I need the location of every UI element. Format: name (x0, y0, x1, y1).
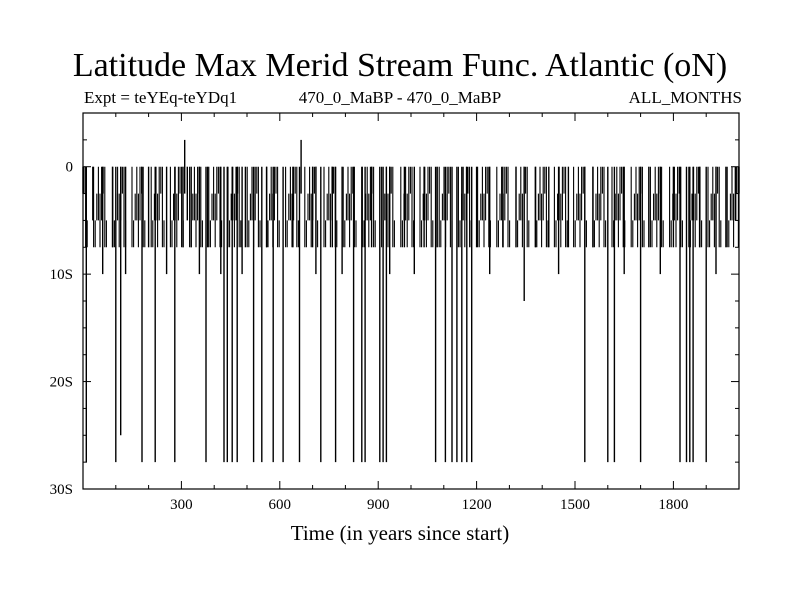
x-tick-label: 1200 (462, 497, 492, 513)
x-tick-label: 900 (367, 497, 390, 513)
experiment-label: Expt = teYEq-teYDq1 (84, 88, 238, 107)
y-tick-label: 10S (50, 267, 73, 283)
x-tick-label: 300 (170, 497, 193, 513)
y-tick-label: 0 (66, 160, 74, 176)
chart-title: Latitude Max Merid Stream Func. Atlantic… (72, 47, 728, 84)
x-tick-label: 600 (269, 497, 292, 513)
tick-layer: 300 600 900 1200 1500 1800 0 10S 20S 30S (50, 112, 739, 513)
y-tick-label: 20S (50, 375, 73, 391)
y-tick-label: 30S (50, 482, 73, 498)
period-label: 470_0_MaBP - 470_0_MaBP (298, 88, 502, 107)
months-label: ALL_MONTHS (628, 88, 742, 107)
x-axis-label: Time (in years since start) (290, 521, 510, 545)
x-tick-label: 1800 (658, 497, 688, 513)
series-layer (82, 139, 740, 463)
x-tick-label: 1500 (560, 497, 590, 513)
